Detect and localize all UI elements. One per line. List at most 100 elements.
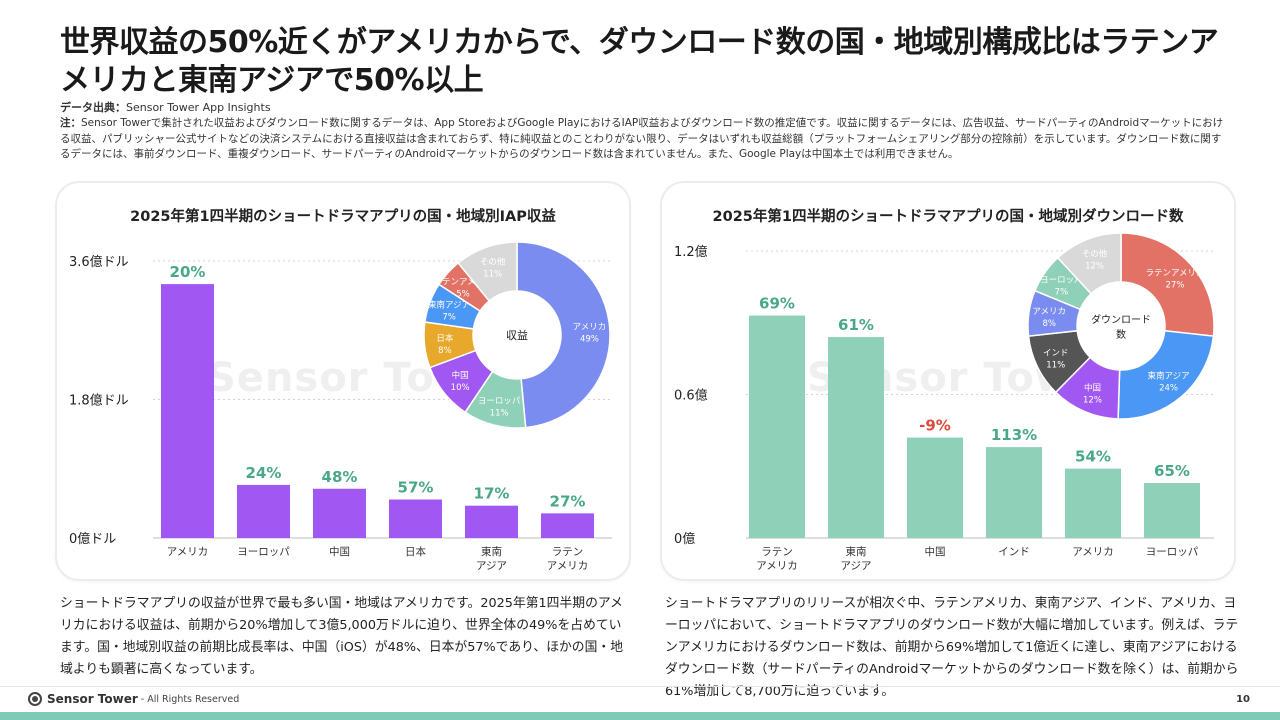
category-label: ヨーロッパ [237,546,290,558]
donut-slice-value: 11% [483,270,502,280]
donut-slice-value: 12% [1085,261,1104,271]
growth-label: 48% [322,468,358,486]
revenue-chart-card: Sensor Tower 2025年第1四半期のショートドラマアプリの国・地域別… [57,183,629,579]
growth-label: -9% [919,417,951,435]
category-label: アジア [476,560,507,572]
growth-label: 17% [474,485,510,503]
growth-label: 65% [1154,462,1190,480]
note-text: Sensor Towerで集計された収益およびダウンロード数に関するデータは、A… [60,117,1224,160]
donut-center-label: 数 [1116,328,1126,341]
note: 注：Sensor Towerで集計された収益およびダウンロード数に関するデータは… [60,116,1230,163]
bar [749,315,805,538]
note-label: 注： [60,117,81,129]
donut-slice-name: アメリカ [1032,307,1066,317]
y-tick-label: 1.2億 [674,244,708,260]
growth-label: 54% [1075,448,1111,466]
donut-slice-name: ラテンアメリカ [1145,269,1204,279]
donut-slice [1120,232,1215,337]
donut-slice-name: その他 [480,257,506,268]
growth-label: 24% [246,464,282,482]
bar [1144,482,1200,538]
bar [465,505,518,538]
donut-slice-name: インド [1043,349,1069,359]
category-label: アジア [840,560,871,572]
donut-slice-value: 8% [438,346,452,356]
category-label: ラテン [761,546,793,558]
donut-slice-value: 12% [1083,396,1102,406]
bar [541,513,594,538]
y-tick-label: 3.6億ドル [69,254,129,270]
category-label: アメリカ [756,560,797,572]
category-label: アメリカ [547,560,588,572]
footer-rights: - All Rights Reserved [140,693,240,705]
donut-slice [1056,232,1122,295]
data-source-value: Sensor Tower App Insights [126,101,271,114]
category-label: インド [998,546,1030,558]
growth-label: 113% [991,426,1037,444]
donut-slice [1117,329,1215,420]
category-label: 中国 [925,545,946,558]
donut-slice-value: 27% [1166,281,1185,291]
growth-label: 27% [550,492,586,510]
donut-slice-value: 7% [1055,288,1069,298]
donut-hole [474,292,560,378]
category-label: アメリカ [167,546,208,558]
downloads-caption: ショートドラマアプリのリリースが相次ぐ中、ラテンアメリカ、東南アジア、インド、ア… [665,596,1239,699]
donut-slice-name: ラテンアメリカ [433,278,492,288]
donut-slice-name: 日本 [436,333,454,344]
footer-brand: Sensor Tower [47,692,138,706]
bar [161,284,214,538]
data-source-label: データ出典： [60,101,126,114]
bar [986,447,1042,538]
growth-label: 61% [838,316,874,334]
growth-label: 57% [398,479,434,497]
donut-slice-value: 8% [1042,319,1056,329]
donut-slice-value: 11% [1046,361,1065,371]
revenue-chart-title: 2025年第1四半期のショートドラマアプリの国・地域別IAP収益 [130,209,556,225]
revenue-chart: 0億ドル 1.8億ドル 3.6億ドル 20% アメリカ 24% ヨーロッパ 48% 中国 57% 日… [69,241,612,572]
footer-divider [0,686,1280,687]
category-label: ラテン [552,546,584,558]
category-label: 東南 [481,545,502,558]
bar [828,337,884,538]
category-label: アメリカ [1072,546,1113,558]
bar [1065,468,1121,538]
bar [907,437,963,538]
category-label: ヨーロッパ [1146,546,1199,558]
donut-slice [457,241,518,302]
y-tick-label: 0億 [674,531,695,547]
bottom-accent-bar [0,712,1280,720]
category-label: 中国 [329,545,350,558]
sensor-tower-logo-icon [28,692,42,706]
donut-slice-name: ヨーロッパ [478,396,521,406]
category-label: 東南 [846,545,867,558]
category-label: 日本 [405,545,426,558]
bar [313,488,366,538]
page-title: 世界収益の50%近くがアメリカからで、ダウンロード数の国・地域別構成比はラテンア… [60,25,1219,98]
donut-slice-name: ヨーロッパ [1040,276,1083,286]
donut-slice-value: 5% [456,290,470,300]
y-tick-label: 0億ドル [69,531,116,547]
page-number: 10 [1236,694,1250,705]
donut-slice [516,241,611,429]
downloads-chart-card: Sensor Tower 2025年第1四半期のショートドラマアプリの国・地域別… [662,183,1234,579]
revenue-caption: ショートドラマアプリの収益が世界で最も多い国・地域はアメリカです。2025年第1… [60,596,623,677]
bar [389,499,442,538]
donut-slice-value: 11% [490,408,509,418]
donut-slice-name: 中国 [452,370,469,381]
growth-label: 20% [170,263,206,281]
donut-slice-value: 49% [580,335,599,345]
donut-slice-name: アメリカ [573,323,607,333]
footer-logo: Sensor Tower - All Rights Reserved [28,692,239,706]
downloads-chart-title: 2025年第1四半期のショートドラマアプリの国・地域別ダウンロード数 [712,209,1184,225]
downloads-chart: 0億0.6億1.2億69%ラテンアメリカ61%東南アジア-9%中国113%インド… [674,232,1215,572]
donut-center-label: 収益 [506,328,528,342]
donut-slice-name: 中国 [1084,383,1101,394]
donut-slice-name: その他 [1082,248,1108,259]
data-source: データ出典：Sensor Tower App Insights [60,99,271,115]
donut-slice-value: 24% [1159,384,1178,394]
donut-slice-value: 7% [442,313,456,323]
donut-hole [1078,283,1164,369]
donut-center-label: ダウンロード [1091,313,1151,326]
y-tick-label: 1.8億ドル [69,393,129,409]
